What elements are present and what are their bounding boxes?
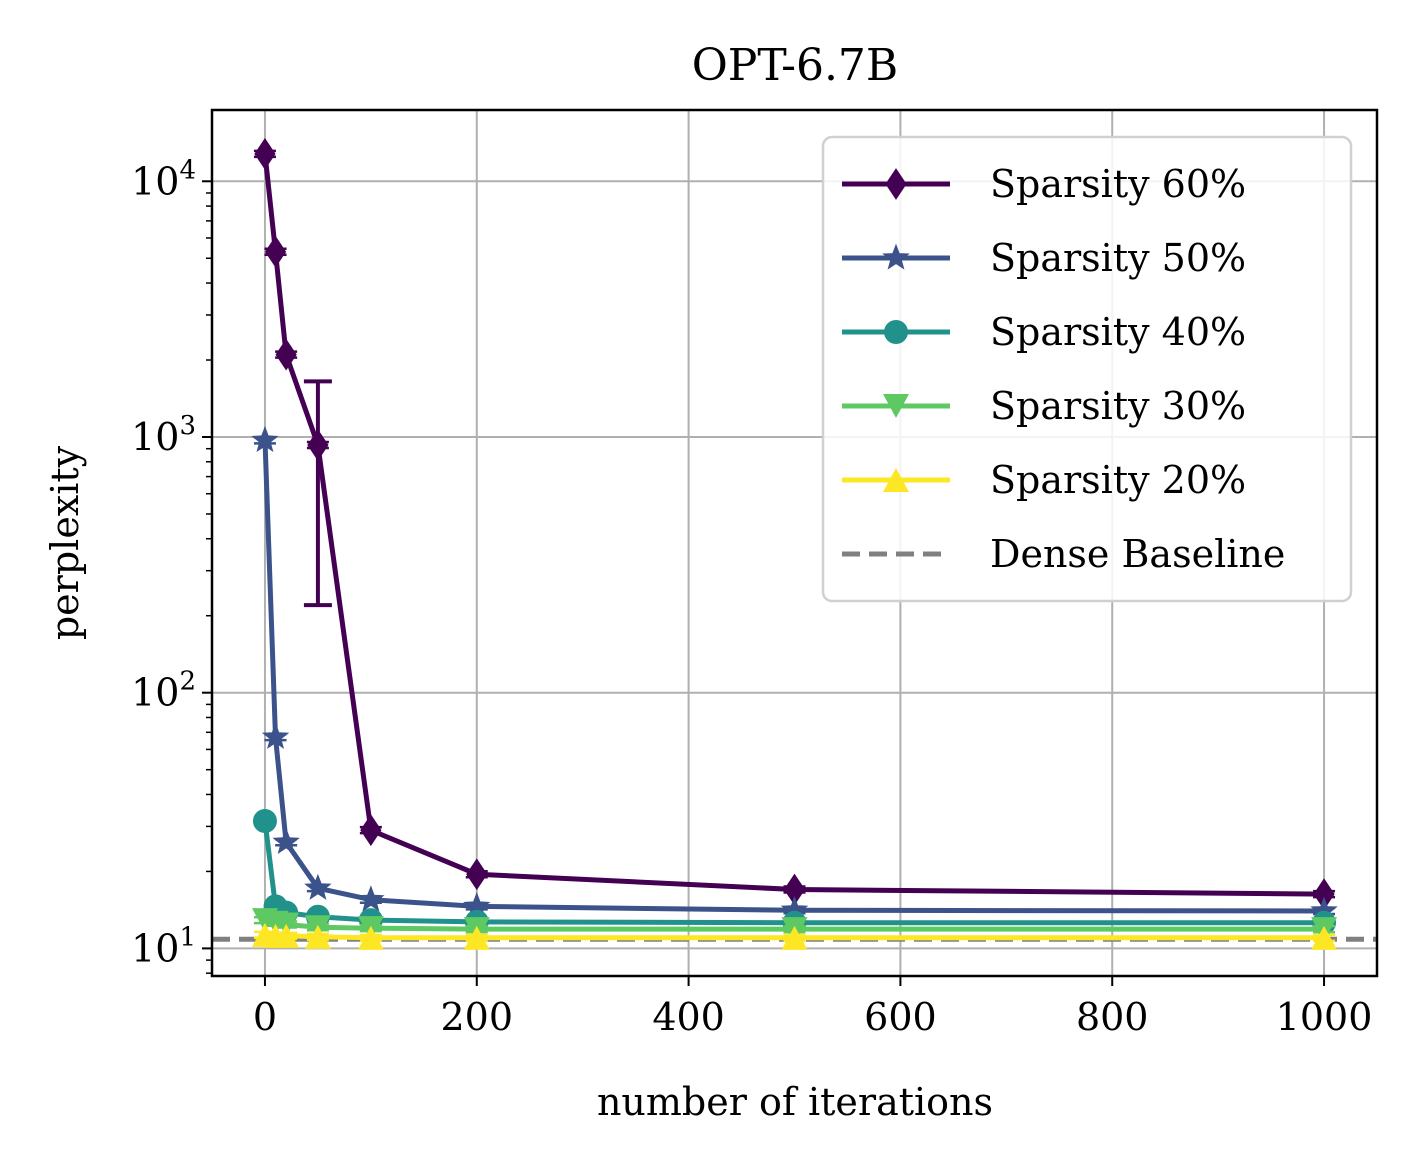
series-line: [262, 440, 1325, 914]
legend-label: Sparsity 30%: [990, 384, 1246, 428]
data-point-triangle-down: [883, 394, 909, 418]
legend: Sparsity 60% Sparsity 50% Sparsity 40% Spar…: [821, 135, 1353, 603]
data-point-star: [261, 722, 290, 749]
data-point-star: [251, 425, 279, 453]
data-point-diamond: [254, 137, 276, 170]
x-tick-label: 600: [864, 995, 937, 1039]
x-tick-label: 200: [441, 995, 514, 1039]
series-group: [252, 808, 1337, 935]
data-point-star: [357, 885, 385, 912]
legend-entry: Sparsity 20%: [842, 458, 1246, 502]
data-point-triangle-up: [1311, 925, 1338, 950]
data-point-circle: [884, 320, 908, 344]
legend-entry: Sparsity 30%: [842, 384, 1246, 428]
plot-frame: [210, 108, 1379, 978]
series-layer: [251, 137, 1338, 950]
data-point-diamond: [466, 858, 488, 891]
x-tick-label: 800: [1076, 995, 1149, 1039]
data-point-star: [304, 873, 332, 900]
series-group: [253, 137, 1336, 911]
data-point-circle: [252, 808, 277, 833]
data-point-diamond: [307, 429, 329, 461]
y-tick-label: 101: [131, 922, 196, 970]
legend-label: Sparsity 20%: [990, 458, 1246, 502]
legend-label: Sparsity 60%: [990, 162, 1246, 206]
data-point-diamond: [360, 814, 382, 847]
data-point-star: [882, 243, 910, 270]
series-line: [262, 153, 1325, 897]
x-tick-label: 1000: [1276, 995, 1373, 1039]
chart-title: OPT-6.7B: [692, 40, 899, 91]
y-axis: 101 102 103 104: [131, 155, 212, 974]
x-tick-label: 0: [253, 995, 277, 1039]
y-axis-label: perplexity: [43, 445, 87, 640]
legend-box: [821, 135, 1353, 603]
data-point-triangle-up: [273, 923, 300, 948]
legend-label: Sparsity 40%: [990, 310, 1246, 354]
x-axis-label: number of iterations: [597, 1080, 993, 1124]
data-point-triangle-up: [304, 924, 331, 949]
legend-entry: Dense Baseline: [842, 532, 1285, 576]
legend-entry: Sparsity 40%: [842, 310, 1246, 354]
data-point-star: [272, 827, 300, 854]
legend-entry: Sparsity 60%: [842, 162, 1246, 206]
legend-entry: Sparsity 50%: [842, 236, 1246, 280]
y-tick-label: 102: [131, 667, 196, 715]
x-tick-label: 400: [652, 995, 725, 1039]
data-point-triangle-up: [781, 925, 808, 950]
data-point-triangle-up: [463, 925, 490, 950]
data-point-diamond: [275, 338, 297, 371]
data-point-diamond: [264, 235, 287, 268]
legend-label: Dense Baseline: [990, 532, 1285, 576]
data-point-diamond: [885, 168, 907, 200]
x-axis: 0 200 400 600 800 1000: [253, 976, 1373, 1039]
data-point-triangle-up: [883, 468, 909, 492]
legend-label: Sparsity 50%: [990, 236, 1246, 280]
y-tick-label: 103: [131, 411, 196, 459]
data-point-triangle-up: [357, 925, 384, 950]
series-group: [251, 922, 1338, 950]
series-group: [251, 425, 1338, 923]
y-tick-label: 104: [131, 155, 196, 203]
